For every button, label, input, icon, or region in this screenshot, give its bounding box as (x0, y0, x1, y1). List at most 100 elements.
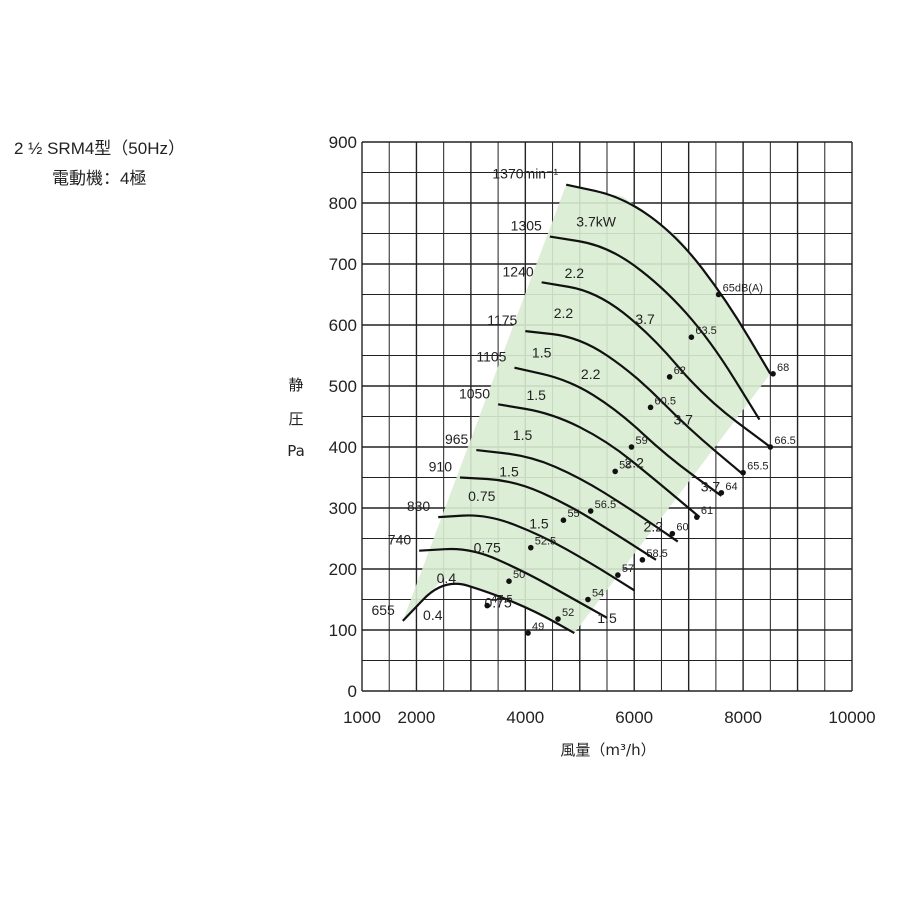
speed-curve (402, 582, 575, 635)
noise-label: 65.5 (747, 461, 768, 473)
noise-label: 65dB(A) (723, 283, 763, 295)
noise-label: 60 (676, 522, 688, 534)
noise-label: 64 (725, 481, 737, 493)
noise-marker (587, 508, 594, 514)
noise-points: 65dB(A) 63.5 62 60.5 59 58 56.5 55 52.5 50 47.5 49 5… (484, 283, 796, 636)
noise-marker (527, 544, 534, 551)
power-label: 0.75 (468, 488, 495, 504)
x-tick-label: 6000 (615, 708, 653, 727)
noise-label: 62 (674, 365, 686, 377)
noise-label: 49 (532, 621, 544, 633)
noise-marker (740, 469, 746, 476)
power-label: 0.75 (474, 540, 501, 556)
speed-label: 965 (445, 431, 469, 447)
noise-marker (718, 489, 725, 496)
speed-label: 1050 (459, 385, 490, 401)
speed-curve (497, 403, 701, 518)
x-tick-label: 8000 (724, 708, 762, 727)
power-label: 3.7 (673, 412, 693, 428)
speed-label: 1175 (487, 312, 517, 328)
chart-header: 2 ½ SRM4型（50Hz） 電動機：4極 (14, 134, 185, 194)
speed-curves: 1370min⁻¹ 1305 1240 1175 1105 1050 965 910 830 74… (371, 166, 772, 635)
power-labels: 3.7kW 2.2 2.2 3.7 1.5 2.2 1.5 3.7 1.5 2.2 1.5 3.7 0.… (423, 213, 721, 625)
speed-curve (459, 476, 657, 561)
speed-label: 1240 (503, 263, 534, 279)
y-tick-label: 300 (329, 499, 357, 518)
x-tick-label: 10000 (828, 708, 875, 727)
y-tick-label: 400 (329, 438, 357, 457)
noise-marker (715, 291, 722, 298)
speed-curve (541, 281, 771, 448)
noise-marker (612, 468, 618, 475)
noise-label: 61 (701, 505, 713, 517)
power-label: 0.4 (423, 607, 443, 623)
power-label: 1.5 (526, 387, 546, 403)
noise-label: 57 (622, 563, 634, 575)
y-tick-label: 700 (329, 255, 357, 274)
noise-label: 68 (777, 362, 789, 374)
power-label: 2.2 (554, 305, 574, 321)
noise-marker (506, 578, 512, 584)
noise-label: 59 (636, 435, 648, 447)
noise-label: 66.5 (774, 435, 795, 447)
noise-label: 60.5 (655, 395, 676, 407)
noise-label: 47.5 (491, 594, 512, 606)
noise-label: 52 (562, 607, 574, 619)
speed-label: 1370min⁻¹ (492, 166, 558, 182)
speed-curve (476, 448, 679, 543)
noise-marker (628, 444, 635, 450)
noise-label: 58 (619, 459, 631, 471)
noise-label: 55 (567, 508, 579, 520)
y-tick-label: 500 (329, 377, 357, 396)
power-label: 0.4 (437, 570, 457, 586)
x-tick-label: 1000 (343, 708, 381, 727)
speed-curve (438, 514, 635, 592)
power-label: 2.2 (581, 366, 601, 382)
speed-label: 910 (429, 459, 453, 475)
noise-marker (615, 572, 621, 578)
x-tick-label: 2000 (398, 708, 436, 727)
noise-label: 52.5 (535, 536, 556, 548)
noise-marker (647, 404, 654, 411)
speed-curve (419, 547, 608, 619)
power-label: 3.7 (701, 479, 721, 495)
y-tick-label: 200 (329, 560, 357, 579)
noise-marker (770, 371, 776, 377)
speed-curve (525, 330, 744, 476)
y-axis-label-1: 静 (288, 376, 303, 394)
noise-label: 56.5 (595, 499, 616, 511)
motor-spec: 電動機：4極 (52, 169, 147, 188)
noise-marker (525, 630, 531, 636)
noise-marker (694, 514, 700, 520)
noise-label: 50 (513, 569, 525, 581)
speed-label: 1305 (511, 218, 542, 234)
y-ticks: 0 100 200 300 400 500 600 700 800 900 (329, 133, 357, 701)
operating-region (402, 184, 771, 634)
noise-marker (484, 602, 491, 609)
speed-label: 655 (371, 602, 395, 618)
y-tick-label: 800 (329, 194, 357, 213)
speed-label: 740 (388, 532, 412, 548)
noise-label: 58.5 (646, 548, 667, 560)
noise-marker (669, 530, 676, 537)
noise-label: 63.5 (695, 325, 716, 337)
noise-marker (666, 374, 673, 380)
power-label: 3.7kW (576, 213, 616, 229)
noise-marker (767, 444, 774, 450)
power-label: 1.5 (513, 427, 533, 443)
noise-marker (555, 616, 561, 622)
y-tick-label: 900 (329, 133, 357, 152)
y-tick-label: 100 (329, 621, 357, 640)
noise-marker (688, 334, 695, 341)
power-label: 2.2 (624, 454, 644, 470)
power-label: 3.7 (635, 311, 655, 327)
power-label: 2.2 (644, 518, 664, 534)
speed-label: 1105 (476, 349, 506, 365)
speed-curve (549, 235, 761, 421)
power-label: 1.5 (529, 515, 549, 531)
power-label: 2.2 (565, 265, 585, 281)
noise-marker (585, 596, 591, 603)
x-axis-label: 風量（m³/h） (560, 741, 655, 759)
speed-curve (565, 183, 772, 375)
